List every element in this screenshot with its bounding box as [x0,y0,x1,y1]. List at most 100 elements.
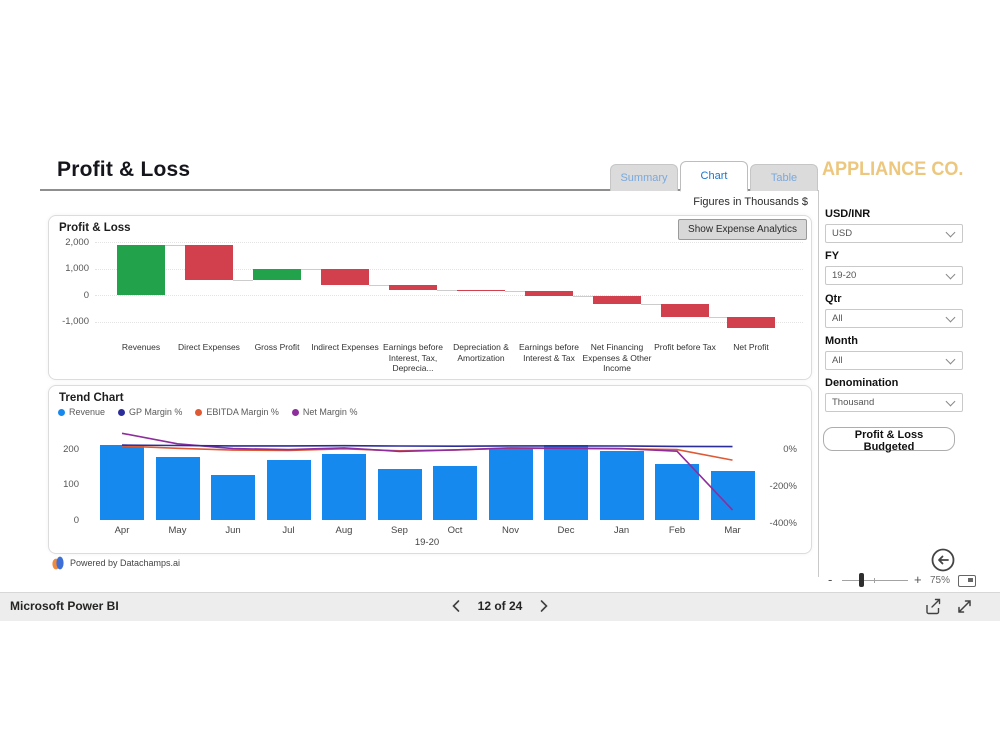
fit-to-page-icon[interactable] [958,575,976,587]
profit-loss-budgeted-button[interactable]: Profit & Loss Budgeted [823,427,955,453]
zoom-out-button[interactable]: - [828,572,833,587]
zoom-slider-handle[interactable] [859,573,864,587]
filter-label-denomination: Denomination [825,377,899,389]
previous-page-icon[interactable] [450,599,462,613]
chevron-down-icon [945,269,956,280]
waterfall-gridline [95,268,803,270]
trend-month-label: Nov [502,525,519,536]
trend-right-tick: 0% [783,443,797,455]
tab-table[interactable]: Table [750,164,818,191]
waterfall-bar-10[interactable] [727,316,775,329]
back-arrow-icon[interactable] [929,546,957,574]
waterfall-category-label: Gross Profit [254,342,300,352]
waterfall-category-label: Earnings before Interest & Tax [518,342,579,363]
zoom-slider-tick [874,578,875,583]
waterfall-bar-4[interactable] [321,268,369,285]
figures-note: Figures in Thousands $ [693,196,808,208]
filter-label-month: Month [825,335,858,347]
waterfall-bar-8[interactable] [593,296,641,304]
waterfall-bar-6[interactable] [457,290,505,292]
waterfall-ytick: 2,000 [65,236,89,248]
filter-dropdown-usd-inr[interactable]: USD [825,224,963,243]
trend-right-tick: -400% [769,517,797,529]
chevron-down-icon [945,312,956,323]
trend-bar-sep[interactable] [377,469,422,520]
trend-left-tick: 100 [63,479,79,491]
trend-month-label: Dec [557,525,575,536]
waterfall-gridline [95,321,803,323]
tab-chart[interactable]: Chart [680,161,748,192]
waterfall-category-label: Depreciation & Amortization [453,342,509,363]
waterfall-bar-5[interactable] [389,284,437,291]
status-bar [0,592,1000,621]
trend-bar-mar[interactable] [710,471,755,520]
zoom-in-button[interactable]: + [914,572,922,587]
fullscreen-icon[interactable] [956,598,973,615]
trend-bar-nov[interactable] [488,448,533,520]
waterfall-category-label: Net Profit [733,342,769,352]
waterfall-connector [573,296,593,298]
trend-bar-aug[interactable] [322,453,366,520]
waterfall-gridline [95,295,803,296]
trend-month-label: Jul [282,525,295,536]
legend-dot [195,408,203,416]
legend-dot [291,408,299,416]
legend-label: Net Margin % [302,407,358,417]
report-tabs: Summary Chart Table [610,161,818,192]
legend-dot [58,408,65,416]
filter-dropdown-month[interactable]: All [825,351,963,370]
trend-bar-jan[interactable] [599,451,644,520]
trend-bar-oct[interactable] [433,466,477,520]
waterfall-bar-3[interactable] [253,268,301,281]
waterfall-gridline [95,242,803,243]
filter-dropdown-denomination[interactable]: Thousand [825,393,963,412]
legend-item-gp-margin-[interactable]: GP Margin % [118,407,182,417]
trend-month-label: Aug [335,525,353,536]
waterfall-ytick: -1,000 [62,316,89,327]
trend-bar-apr[interactable] [100,444,144,520]
page-title: Profit & Loss [57,158,191,181]
filter-label-usd-inr: USD/INR [825,208,871,220]
filter-dropdown-qtr[interactable]: All [825,309,963,328]
trend-month-label: Sep [391,525,408,536]
title-divider [40,189,818,191]
trend-bar-may[interactable] [155,456,200,520]
waterfall-connector [641,304,661,305]
waterfall-connector [165,244,185,246]
pane-divider [818,190,819,577]
filter-dropdown-fy[interactable]: 19-20 [825,266,963,285]
waterfall-card: Profit & Loss Show Expense Analytics 2,0… [48,215,812,380]
trend-bar-dec[interactable] [544,444,588,520]
trend-month-label: Jun [225,525,241,536]
trend-month-label: May [168,525,187,536]
trend-bar-feb[interactable] [655,464,699,520]
tab-summary[interactable]: Summary [610,164,678,191]
legend-item-net-margin-[interactable]: Net Margin % [291,407,358,417]
waterfall-bar-9[interactable] [661,304,709,317]
trend-bar-jun[interactable] [211,475,255,520]
app-title: Microsoft Power BI [10,599,119,613]
zoom-level: 75% [930,575,951,586]
waterfall-bar-2[interactable] [185,244,233,281]
waterfall-connector [233,280,253,282]
trend-left-tick: 0 [73,514,79,526]
waterfall-bar-7[interactable] [525,291,573,297]
trend-bar-jul[interactable] [266,460,311,520]
legend-label: EBITDA Margin % [206,407,279,417]
waterfall-ytick: 0 [83,289,89,301]
legend-item-revenue[interactable]: Revenue [58,407,105,417]
show-expense-analytics-button[interactable]: Show Expense Analytics [678,219,807,240]
zoom-slider-track[interactable] [842,580,908,581]
next-page-icon[interactable] [538,599,550,613]
legend-item-ebitda-margin-[interactable]: EBITDA Margin % [195,407,279,417]
powered-by: Powered by Datachamps.ai [52,555,180,570]
datachamps-logo [52,556,64,570]
waterfall-category-label: Direct Expenses [178,342,240,352]
share-icon[interactable] [925,598,942,615]
waterfall-connector [369,284,389,286]
trend-card: Trend Chart Revenue GP Margin % EBITDA Mar… [48,385,812,554]
waterfall-bar-1[interactable] [117,244,165,295]
waterfall-title: Profit & Loss [59,222,131,234]
page-navigation: 12 of 24 [0,592,1000,620]
